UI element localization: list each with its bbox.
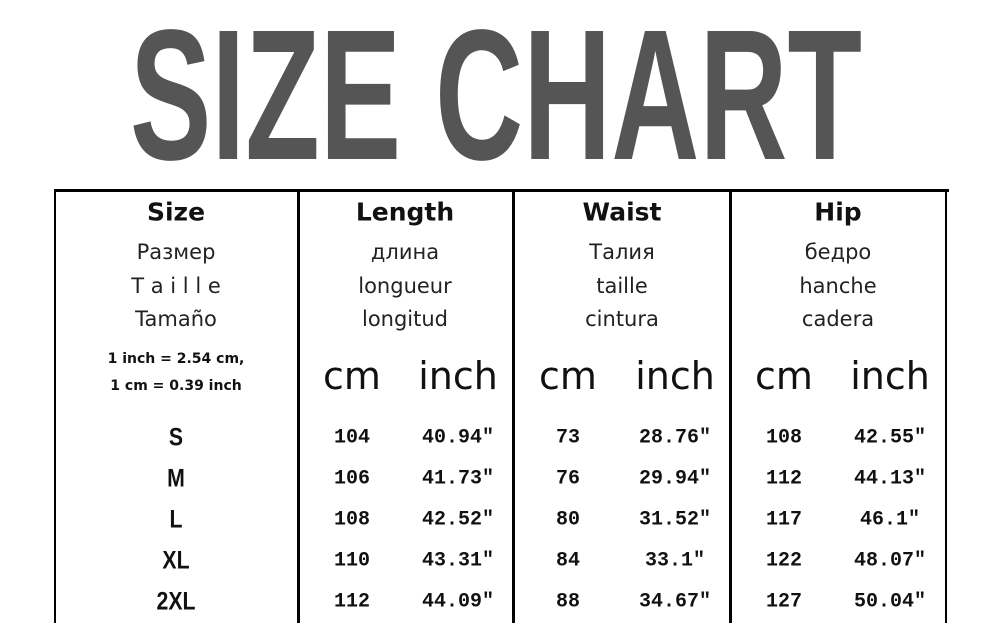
table-cell: 73 — [555, 426, 581, 450]
table-cell: 40.94" — [421, 426, 495, 450]
unit-label-cm: cm — [323, 354, 381, 398]
table-cell: 84 — [555, 549, 581, 573]
table-right-border — [945, 189, 947, 623]
table-cell: 117 — [765, 508, 803, 532]
title-graphic: SIZE CHART — [130, 0, 862, 180]
table-cell: 42.55" — [853, 426, 927, 450]
table-cell: 41.73" — [421, 467, 495, 491]
table-cell: 122 — [765, 549, 803, 573]
column-divider — [512, 189, 515, 623]
unit-label-cm: cm — [539, 354, 597, 398]
size-translation: Tamaño — [135, 307, 217, 331]
column-divider — [297, 189, 300, 623]
table-cell: 43.31" — [421, 549, 495, 573]
table-cell: 104 — [333, 426, 371, 450]
unit-label-inch: inch — [635, 354, 715, 398]
table-cell: 44.09" — [421, 590, 495, 614]
table-cell: 48.07" — [853, 549, 927, 573]
unit-label-cm: cm — [755, 354, 813, 398]
measure-translation: longueur — [358, 274, 452, 298]
size-label: 2XL — [156, 587, 196, 616]
table-cell: 50.04" — [853, 590, 927, 614]
measure-translation: Талия — [589, 240, 655, 264]
column-divider — [729, 189, 732, 623]
measure-translation: cintura — [585, 307, 659, 331]
measure-translation: длина — [370, 240, 440, 264]
size-heading: Size — [146, 197, 206, 227]
table-cell: 127 — [765, 590, 803, 614]
table-cell: 34.67" — [638, 590, 712, 614]
size-label: XL — [162, 546, 190, 575]
table-cell: 31.52" — [638, 508, 712, 532]
page-title: SIZE CHART — [130, 0, 862, 180]
table-left-border — [54, 189, 56, 623]
size-label: L — [169, 505, 183, 534]
table-cell: 110 — [333, 549, 371, 573]
table-cell: 80 — [555, 508, 581, 532]
measure-translation: hanche — [799, 274, 877, 298]
table-cell: 108 — [765, 426, 803, 450]
unit-label-inch: inch — [850, 354, 930, 398]
size-translation: Размер — [136, 240, 216, 264]
table-cell: 106 — [333, 467, 371, 491]
table-cell: 46.1" — [859, 508, 921, 532]
measure-heading: Waist — [582, 197, 662, 227]
table-cell: 76 — [555, 467, 581, 491]
table-cell: 29.94" — [638, 467, 712, 491]
table-cell: 28.76" — [638, 426, 712, 450]
table-cell: 44.13" — [853, 467, 927, 491]
measure-heading: Hip — [814, 197, 862, 227]
table-cell: 33.1" — [644, 549, 706, 573]
measure-translation: taille — [596, 274, 648, 298]
unit-label-inch: inch — [418, 354, 498, 398]
table-cell: 88 — [555, 590, 581, 614]
size-label: S — [168, 423, 184, 452]
measure-heading: Length — [355, 197, 455, 227]
size-label: M — [167, 464, 185, 493]
measure-translation: cadera — [801, 307, 875, 331]
table-cell: 42.52" — [421, 508, 495, 532]
measure-translation: longitud — [361, 307, 449, 331]
table-cell: 112 — [765, 467, 803, 491]
table-cell: 108 — [333, 508, 371, 532]
conversion-note: 1 inch = 2.54 cm, — [107, 351, 245, 367]
table-top-border — [54, 189, 949, 192]
size-translation: T a i l l e — [131, 274, 221, 298]
table-cell: 112 — [333, 590, 371, 614]
conversion-note: 1 cm = 0.39 inch — [110, 378, 242, 394]
measure-translation: бедро — [804, 240, 872, 264]
